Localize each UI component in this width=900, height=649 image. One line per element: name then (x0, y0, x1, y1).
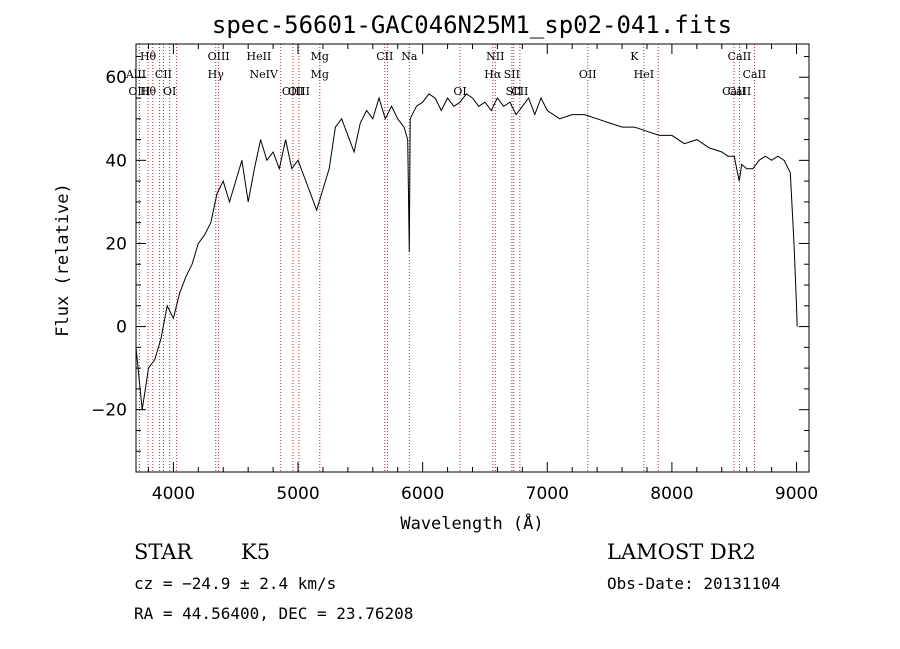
x-tick-label-5: 9000 (775, 484, 818, 504)
line-label-lines_row1-3: Mg (311, 50, 329, 63)
line-label-lines_row3-5: OI (453, 85, 466, 98)
line-label-lines_row2-6: SII (504, 68, 520, 81)
line-label-lines_row1-4: CII (376, 50, 393, 63)
x-tick-label-4: 8000 (650, 484, 693, 504)
observation-date: Obs-Date: 20131104 (607, 574, 781, 593)
y-tick-label-3: 40 (105, 151, 127, 171)
line-label-lines_row1-6: NII (486, 50, 504, 63)
object-subclass: K5 (241, 540, 271, 564)
line-label-lines_row3-1: Hθ (140, 85, 157, 98)
line-label-lines_row2-2: Hγ (208, 68, 225, 81)
line-label-lines_row3-2: OI (163, 85, 176, 98)
line-label-lines_row3-4: OIII (288, 85, 310, 98)
y-axis-label: Flux (relative) (53, 183, 73, 337)
line-label-lines_row3-8: CaII (722, 85, 746, 98)
line-label-lines_row2-8: HeI (634, 68, 654, 81)
object-class: STAR (134, 540, 193, 564)
line-label-lines_row2-3: NeIV (250, 68, 279, 81)
emission-line-markers (138, 44, 755, 472)
line-label-lines_row1-0: Hθ (140, 50, 157, 63)
line-label-lines_row3-7: CII (511, 85, 528, 98)
spectrum-line (135, 93, 798, 410)
line-label-lines_row2-1: CII (155, 68, 172, 81)
line-label-lines_row2-7: OII (579, 68, 597, 81)
line-label-lines_row2-9: CaII (743, 68, 767, 81)
chart-title: spec-56601-GAC046N25M1_sp02-041.fits (212, 11, 732, 39)
y-tick-label-0: −20 (91, 401, 127, 421)
line-label-lines_row1-8: CaII (728, 50, 752, 63)
x-tick-label-3: 7000 (526, 484, 569, 504)
line-label-lines_row1-7: K (630, 50, 639, 63)
survey-name: LAMOST DR2 (607, 540, 756, 564)
y-axis-ticks: −20 0 20 40 60 (91, 55, 809, 452)
line-label-lines_row1-1: OIII (208, 50, 230, 63)
plot-frame (135, 43, 810, 473)
line-label-lines_row2-4: Mg (311, 68, 329, 81)
line-label-lines_row3-6: SII (506, 85, 522, 98)
line-label-lines_row1-2: HeII (246, 50, 271, 63)
ra-dec-coordinates: RA = 44.56400, DEC = 23.76208 (134, 604, 414, 623)
x-tick-label-2: 6000 (401, 484, 444, 504)
line-label-lines_row1-5: Na (401, 50, 418, 63)
line-label-lines_row3-3: OIII (282, 85, 304, 98)
redshift-cz: cz = −24.9 ± 2.4 km/s (134, 574, 337, 593)
line-label-lines_row3-0: OIII (128, 85, 150, 98)
y-tick-label-2: 20 (105, 234, 127, 254)
x-tick-label-1: 5000 (276, 484, 319, 504)
x-axis-label: Wavelength (Å) (400, 512, 543, 534)
y-tick-label-4: 60 (105, 68, 127, 88)
line-label-lines_row2-5: Hα (484, 68, 502, 81)
y-tick-label-1: 0 (116, 318, 127, 338)
line-label-lines_row3-9: CaII (728, 85, 752, 98)
x-axis-ticks: 4000 5000 6000 7000 8000 9000 (147, 44, 818, 504)
x-tick-label-0: 4000 (152, 484, 195, 504)
